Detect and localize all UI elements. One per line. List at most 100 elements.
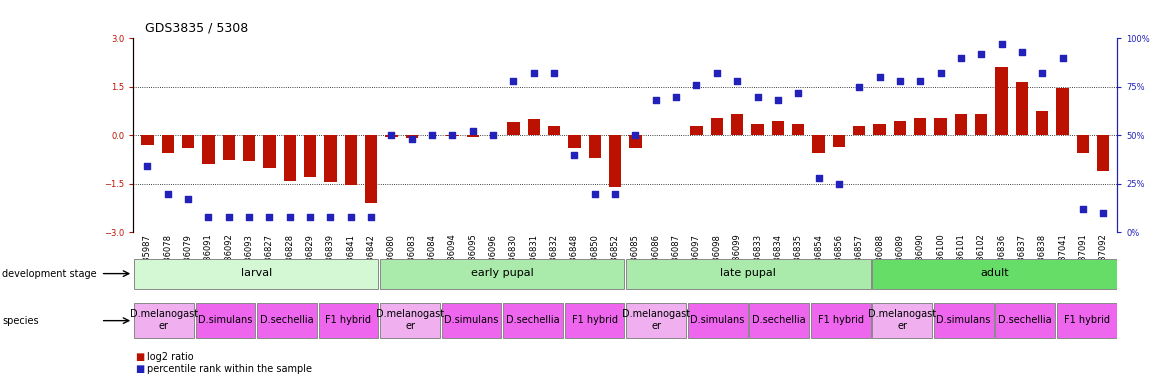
Text: log2 ratio: log2 ratio bbox=[147, 352, 193, 362]
Point bbox=[525, 70, 543, 76]
Point bbox=[403, 136, 422, 142]
Bar bbox=[914, 118, 926, 136]
Text: F1 hybrid: F1 hybrid bbox=[325, 315, 372, 325]
Point bbox=[342, 214, 360, 220]
Text: F1 hybrid: F1 hybrid bbox=[572, 315, 617, 325]
Point bbox=[1094, 210, 1113, 216]
Text: D.simulans: D.simulans bbox=[690, 315, 745, 325]
Point bbox=[606, 190, 624, 197]
Point bbox=[382, 132, 401, 139]
Point bbox=[931, 70, 950, 76]
Bar bbox=[1097, 136, 1109, 171]
Bar bbox=[162, 136, 174, 153]
Text: species: species bbox=[2, 316, 39, 326]
Point bbox=[646, 98, 665, 104]
Bar bbox=[811, 303, 871, 338]
Text: D.simulans: D.simulans bbox=[198, 315, 252, 325]
Bar bbox=[503, 303, 563, 338]
Bar bbox=[933, 303, 994, 338]
Point bbox=[280, 214, 299, 220]
Bar bbox=[134, 303, 193, 338]
Bar bbox=[731, 114, 743, 136]
Point bbox=[220, 214, 239, 220]
Bar bbox=[771, 121, 784, 136]
Bar bbox=[833, 136, 845, 147]
Bar bbox=[386, 136, 397, 137]
Text: D.sechellia: D.sechellia bbox=[506, 315, 559, 325]
Bar bbox=[441, 303, 501, 338]
Point bbox=[261, 214, 279, 220]
Bar bbox=[711, 118, 723, 136]
Text: D.sechellia: D.sechellia bbox=[998, 315, 1051, 325]
Bar bbox=[196, 303, 256, 338]
Bar bbox=[1036, 111, 1048, 136]
Point bbox=[301, 214, 320, 220]
Text: D.melanogast
er: D.melanogast er bbox=[622, 309, 690, 331]
Bar bbox=[324, 136, 337, 182]
Bar bbox=[975, 114, 988, 136]
Point bbox=[809, 175, 828, 181]
Bar bbox=[749, 303, 809, 338]
Bar bbox=[222, 136, 235, 160]
Text: F1 hybrid: F1 hybrid bbox=[1064, 315, 1109, 325]
Point bbox=[444, 132, 462, 139]
Text: ■: ■ bbox=[135, 364, 145, 374]
Point bbox=[626, 132, 645, 139]
Bar bbox=[690, 126, 703, 136]
Point bbox=[871, 74, 889, 80]
Text: D.simulans: D.simulans bbox=[937, 315, 991, 325]
Bar bbox=[670, 135, 682, 136]
Point bbox=[911, 78, 930, 84]
Bar bbox=[894, 121, 906, 136]
Point bbox=[199, 214, 218, 220]
Point bbox=[586, 190, 604, 197]
Point bbox=[952, 55, 970, 61]
Bar bbox=[305, 136, 316, 177]
Text: ■: ■ bbox=[135, 352, 145, 362]
Bar bbox=[873, 124, 886, 136]
Bar bbox=[995, 303, 1055, 338]
Point bbox=[748, 93, 767, 99]
Text: D.sechellia: D.sechellia bbox=[261, 315, 314, 325]
Bar bbox=[569, 136, 580, 148]
Point bbox=[708, 70, 726, 76]
Point bbox=[423, 132, 441, 139]
Text: D.melanogast
er: D.melanogast er bbox=[130, 309, 198, 331]
Text: D.melanogast
er: D.melanogast er bbox=[376, 309, 444, 331]
Bar bbox=[284, 136, 295, 180]
Point bbox=[687, 82, 705, 88]
Bar bbox=[1056, 88, 1069, 136]
Bar bbox=[257, 303, 317, 338]
Bar bbox=[548, 126, 560, 136]
Point bbox=[850, 84, 868, 90]
Text: D.simulans: D.simulans bbox=[445, 315, 499, 325]
Text: development stage: development stage bbox=[2, 268, 97, 279]
Point bbox=[504, 78, 522, 84]
Bar bbox=[650, 135, 662, 136]
Point bbox=[829, 181, 848, 187]
Text: larval: larval bbox=[241, 268, 272, 278]
Text: early pupal: early pupal bbox=[471, 268, 534, 278]
Text: late pupal: late pupal bbox=[720, 268, 776, 278]
Bar bbox=[872, 303, 932, 338]
Bar bbox=[243, 136, 255, 161]
Point bbox=[1033, 70, 1051, 76]
Point bbox=[1054, 55, 1072, 61]
Bar bbox=[134, 258, 379, 289]
Bar bbox=[588, 136, 601, 158]
Point bbox=[789, 89, 807, 96]
Point bbox=[361, 214, 380, 220]
Bar bbox=[630, 136, 642, 148]
Bar bbox=[813, 136, 824, 153]
Bar bbox=[488, 135, 499, 136]
Point bbox=[1073, 206, 1092, 212]
Point bbox=[463, 128, 482, 134]
Point bbox=[1012, 49, 1031, 55]
Text: D.melanogast
er: D.melanogast er bbox=[868, 309, 936, 331]
Point bbox=[159, 190, 177, 197]
Bar bbox=[565, 303, 624, 338]
Point bbox=[138, 163, 156, 169]
Bar bbox=[203, 136, 214, 164]
Bar bbox=[872, 258, 1116, 289]
Bar bbox=[996, 68, 1007, 136]
